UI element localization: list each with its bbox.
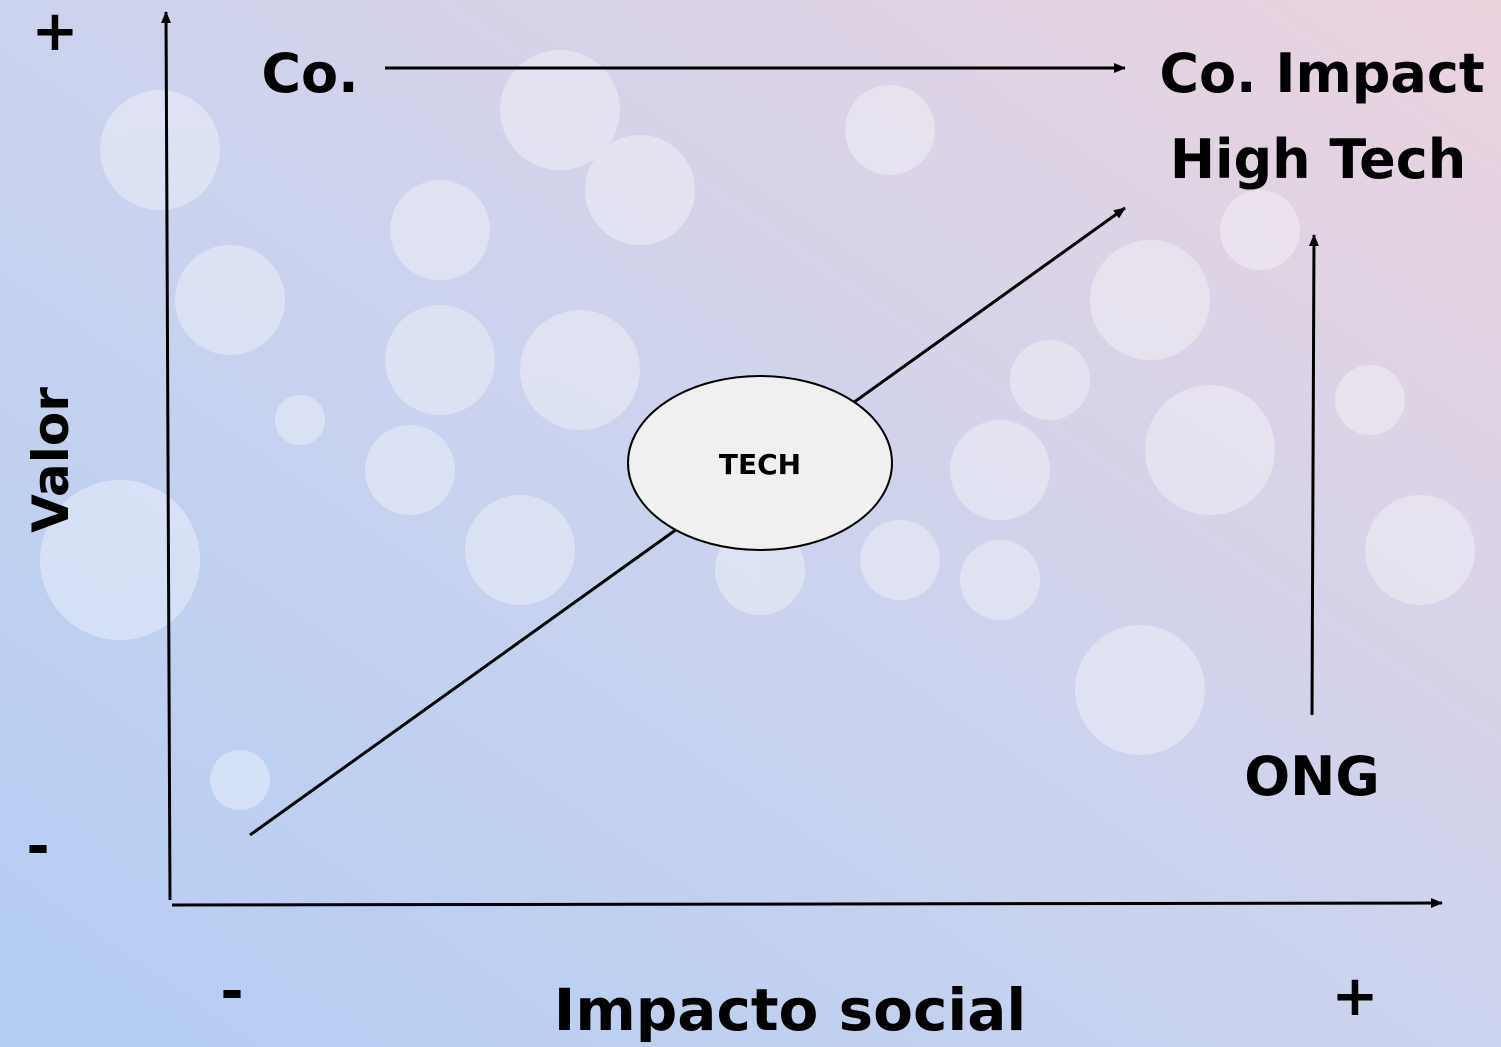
- node-label: High Tech: [1170, 128, 1466, 191]
- y-label: Valor: [22, 387, 80, 533]
- arrow-ong: [1308, 234, 1319, 716]
- x-low: -: [220, 959, 243, 1024]
- y-low: -: [26, 814, 49, 879]
- y-axis: [161, 11, 172, 901]
- bokeh: [40, 50, 1475, 810]
- x-high: +: [1332, 964, 1379, 1029]
- node-label: Co. Impact: [1159, 42, 1484, 105]
- node-label: ONG: [1244, 745, 1379, 808]
- x-axis: [171, 898, 1443, 909]
- y-high: +: [32, 0, 79, 64]
- x-label: Impacto social: [554, 976, 1026, 1044]
- node-label: Co.: [261, 42, 358, 105]
- node-label: TECH: [719, 448, 801, 481]
- tech-node: [627, 375, 893, 551]
